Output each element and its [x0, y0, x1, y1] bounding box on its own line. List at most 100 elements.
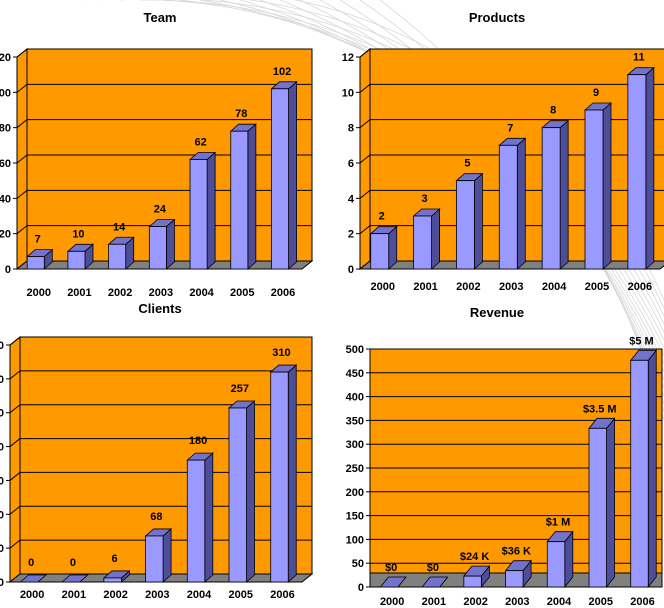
bar-side	[162, 528, 172, 583]
x-tick-label: 2006	[271, 287, 295, 299]
bar-side	[645, 66, 655, 270]
bar-side	[287, 364, 297, 583]
data-label: 7	[507, 122, 513, 134]
data-label: 62	[194, 136, 206, 148]
bar	[498, 144, 518, 270]
revenue-chart: 0 50 100 150 200 250 300 350 400 450 500 $0 2000 $0 20…	[330, 305, 664, 608]
y-tick-label: 12	[342, 52, 354, 64]
y-tick-label: 100	[0, 509, 4, 521]
bar	[463, 575, 482, 588]
bar	[186, 459, 206, 583]
y-tick-label: 250	[346, 463, 364, 475]
data-label: 9	[593, 87, 599, 99]
chart-title: Clients	[138, 301, 181, 316]
gridline-side	[16, 189, 28, 199]
y-tick-label: 0	[0, 577, 4, 589]
bar	[148, 226, 167, 270]
plot-side-wall	[9, 335, 21, 584]
y-tick-label: 10	[342, 87, 354, 99]
gridline-side	[16, 225, 28, 235]
bar-side	[647, 349, 657, 589]
y-tick-label: 8	[348, 123, 354, 135]
data-label: 5	[464, 158, 470, 170]
gridline-side	[359, 119, 371, 129]
gridline-side	[359, 189, 371, 199]
x-tick-label: 2005	[230, 287, 254, 299]
y-tick-label: 2	[348, 229, 354, 241]
y-tick-label: 60	[0, 158, 11, 170]
x-tick-label: 2002	[456, 281, 480, 293]
gridline-side	[9, 438, 21, 447]
data-label: 0	[28, 557, 34, 569]
gridline-side	[16, 154, 28, 164]
bar-side	[206, 151, 216, 270]
y-tick-label: 300	[0, 374, 4, 386]
x-tick-label: 2001	[413, 281, 437, 293]
y-tick-label: 400	[346, 392, 364, 404]
x-tick-label: 2004	[187, 589, 212, 601]
x-tick-label: 2004	[542, 281, 567, 293]
chart-svg: 0 2 4 6 8 10 12 2 2000 3 2001 5 2002 7 2003 8 2004 9 2005 1…	[342, 10, 664, 293]
y-tick-label: 80	[0, 123, 11, 135]
data-label: $3.5 M	[583, 403, 617, 415]
chart-title: Team	[144, 10, 177, 25]
data-label: $5 M	[629, 335, 653, 347]
bar	[108, 243, 127, 270]
bar	[505, 570, 524, 588]
data-label: 102	[273, 66, 291, 78]
bar-side	[204, 452, 214, 583]
data-label: 2	[379, 211, 385, 223]
y-tick-label: 6	[348, 158, 354, 170]
bar	[630, 359, 649, 588]
gridline-side	[9, 505, 21, 515]
data-label: $0	[385, 562, 397, 574]
bar-top	[19, 574, 48, 583]
data-label: $0	[427, 562, 439, 574]
data-label: 24	[154, 204, 167, 216]
bar-top	[421, 576, 449, 588]
gridline-side	[9, 370, 21, 380]
x-tick-label: 2001	[67, 287, 91, 299]
bar-side	[516, 137, 526, 270]
data-label: 8	[550, 105, 556, 117]
bar	[456, 180, 475, 270]
bar	[271, 88, 289, 270]
data-label: 0	[70, 557, 76, 569]
y-tick-label: 50	[0, 543, 4, 555]
bar	[588, 427, 607, 588]
x-tick-label: 2006	[270, 589, 294, 601]
y-tick-label: 350	[0, 340, 4, 352]
data-label: $24 K	[460, 551, 489, 563]
bar-side	[431, 208, 440, 270]
x-tick-label: 2005	[585, 281, 609, 293]
chart-svg: 0 20 40 60 80 100 120 7 2000 10 2001 14 2002 24 2003 62…	[0, 10, 314, 299]
y-tick-label: 0	[5, 264, 11, 276]
gridline-side	[9, 404, 21, 414]
x-tick-label: 2003	[499, 281, 523, 293]
y-tick-label: 150	[0, 475, 4, 487]
data-label: 78	[235, 108, 247, 120]
bar	[189, 159, 208, 270]
bar-side	[602, 102, 612, 270]
bar	[541, 127, 561, 270]
y-tick-label: 250	[0, 408, 4, 420]
gridline-side	[9, 472, 21, 481]
chart-title: Revenue	[470, 305, 524, 320]
x-tick-label: 2006	[628, 281, 652, 293]
x-tick-label: 2003	[505, 596, 529, 608]
bar	[627, 74, 647, 270]
x-tick-label: 2006	[630, 596, 654, 608]
gridline-side	[16, 83, 28, 93]
bar-side	[288, 80, 297, 270]
data-label: $1 M	[546, 517, 570, 529]
data-label: 14	[113, 221, 126, 233]
bar	[413, 215, 432, 270]
bar-side	[166, 218, 175, 270]
bar-side	[246, 400, 255, 583]
bar-top	[61, 574, 89, 583]
data-label: 68	[150, 511, 162, 523]
bar	[67, 250, 86, 270]
data-label: 257	[231, 383, 249, 395]
y-tick-label: 200	[346, 487, 364, 499]
x-tick-label: 2002	[108, 287, 132, 299]
